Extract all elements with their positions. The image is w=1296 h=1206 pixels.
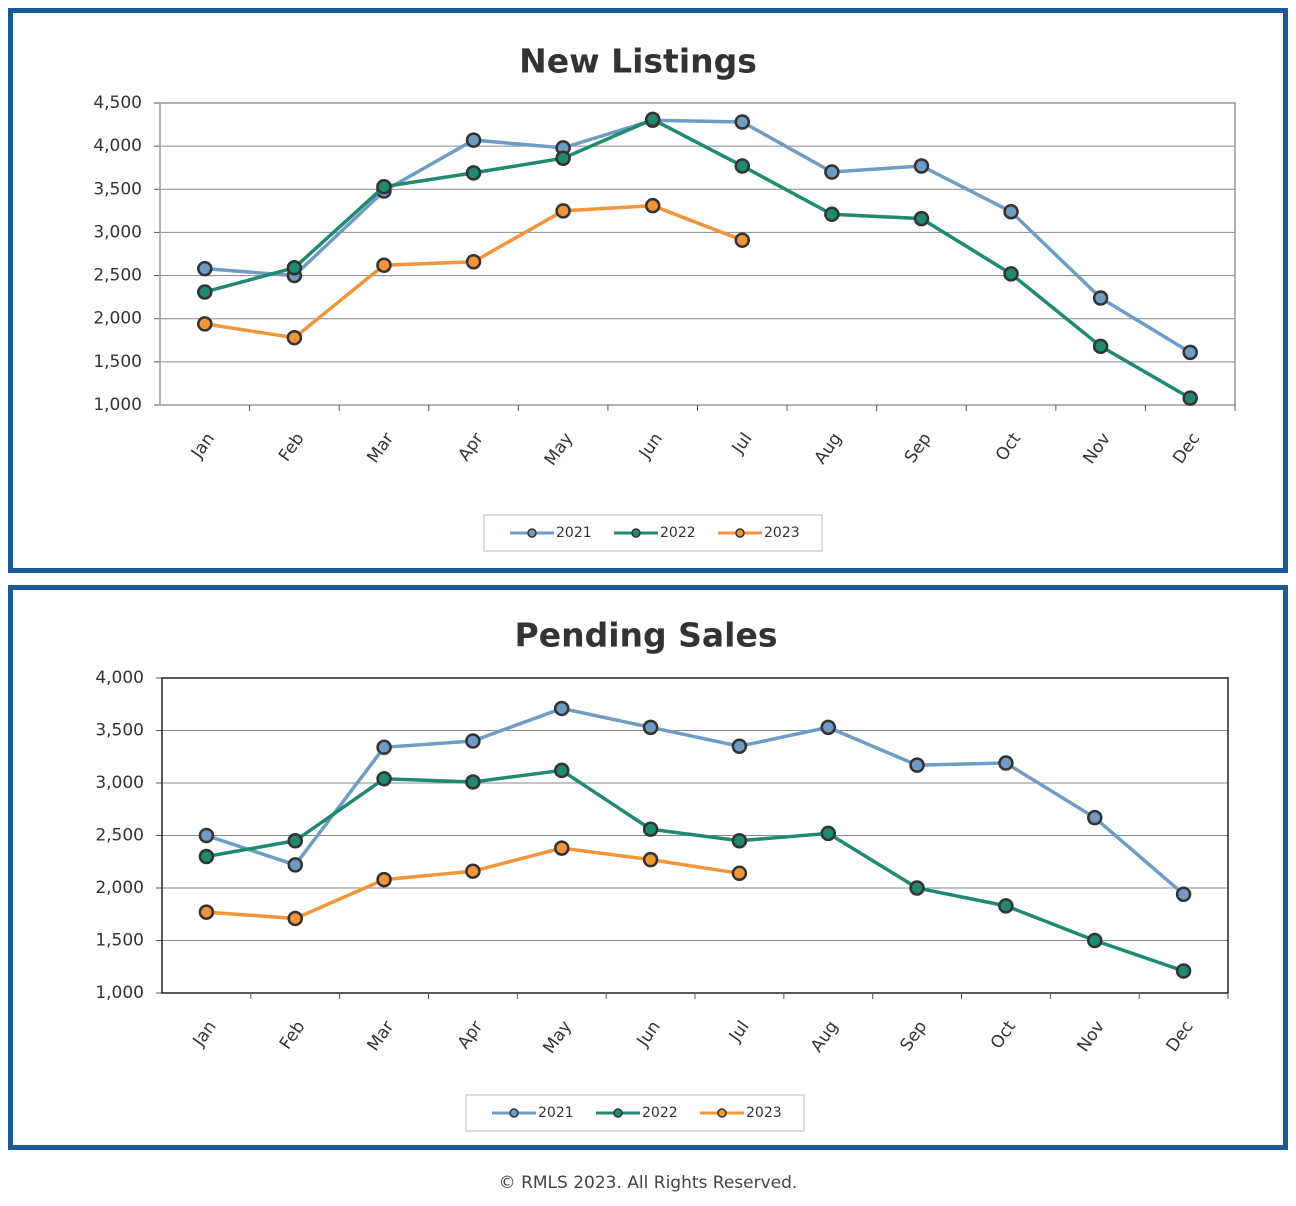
chart-title: New Listings (519, 42, 757, 81)
point (731, 865, 748, 882)
point (465, 254, 482, 270)
point (376, 178, 392, 195)
point (287, 833, 303, 849)
point (731, 833, 748, 849)
point (465, 863, 481, 879)
point (642, 821, 659, 837)
y-tick-label: 1,500 (93, 352, 142, 372)
point (824, 164, 840, 180)
point (642, 719, 659, 736)
point (197, 316, 213, 332)
point (1182, 344, 1198, 361)
point (1003, 266, 1019, 282)
y-tick-label: 1,000 (95, 983, 144, 1003)
chart-title: Pending Sales (515, 616, 778, 655)
y-tick-label: 3,000 (95, 773, 144, 793)
point (198, 904, 215, 920)
panel-frame (8, 8, 1288, 573)
point (998, 898, 1014, 914)
point (734, 158, 751, 174)
y-tick-label: 2,000 (93, 309, 142, 329)
point (909, 880, 925, 896)
point (820, 825, 836, 842)
point (554, 700, 570, 717)
series-line (204, 117, 1192, 400)
point (734, 114, 751, 130)
point (554, 762, 570, 779)
point (1092, 338, 1109, 355)
point (731, 738, 748, 754)
legend-label: 2023 (746, 1105, 782, 1121)
legend-label: 2021 (538, 1105, 574, 1121)
point (287, 857, 303, 873)
y-tick-label: 1,500 (95, 931, 144, 951)
point (197, 284, 213, 300)
y-tick-label: 4,000 (93, 136, 142, 156)
point (465, 733, 481, 749)
footer: © RMLS 2023. All Rights Reserved. (499, 1173, 798, 1193)
legend-marker (717, 1108, 727, 1118)
series-line (205, 706, 1185, 896)
y-tick-label: 3,500 (93, 179, 142, 199)
y-tick-label: 3,000 (93, 222, 142, 242)
point (1087, 932, 1103, 949)
point (644, 197, 661, 214)
point (198, 827, 215, 844)
point (913, 158, 930, 174)
legend-label: 2021 (556, 525, 592, 541)
point (465, 132, 482, 148)
point (376, 739, 392, 756)
legend-label: 2022 (660, 525, 696, 541)
series-line (206, 768, 1185, 973)
point (1092, 290, 1109, 306)
point (287, 910, 303, 927)
point (909, 757, 925, 773)
y-tick-label: 1,000 (93, 395, 142, 415)
point (465, 165, 482, 181)
legend-marker (735, 528, 745, 538)
legend-label: 2023 (764, 525, 800, 541)
point (734, 232, 751, 248)
point (465, 774, 481, 790)
point (1003, 203, 1019, 220)
point (820, 719, 836, 736)
point (1175, 963, 1192, 979)
legend-marker (509, 1108, 519, 1118)
y-tick-label: 4,500 (93, 93, 142, 113)
legend-marker (631, 528, 641, 538)
point (197, 260, 213, 277)
point (1175, 886, 1192, 903)
panel-frame (8, 585, 1288, 1150)
legend-marker (613, 1108, 623, 1118)
series-line (204, 118, 1192, 354)
point (376, 871, 392, 888)
point (376, 257, 392, 273)
point (286, 329, 303, 346)
y-tick-label: 4,000 (95, 668, 144, 688)
point (198, 848, 215, 865)
legend-label: 2022 (642, 1105, 678, 1121)
point (376, 771, 392, 787)
point (1182, 390, 1198, 406)
legend-marker (527, 528, 537, 538)
y-tick-label: 3,500 (95, 721, 144, 741)
y-tick-label: 2,500 (93, 266, 142, 286)
point (286, 260, 303, 276)
point (555, 203, 571, 219)
point (913, 210, 930, 227)
point (555, 150, 571, 166)
point (642, 851, 659, 868)
point (554, 840, 570, 856)
y-tick-label: 2,500 (95, 826, 144, 846)
point (824, 206, 840, 223)
point (998, 755, 1014, 771)
point (644, 111, 661, 128)
y-tick-label: 2,000 (95, 878, 144, 898)
point (1087, 809, 1103, 826)
